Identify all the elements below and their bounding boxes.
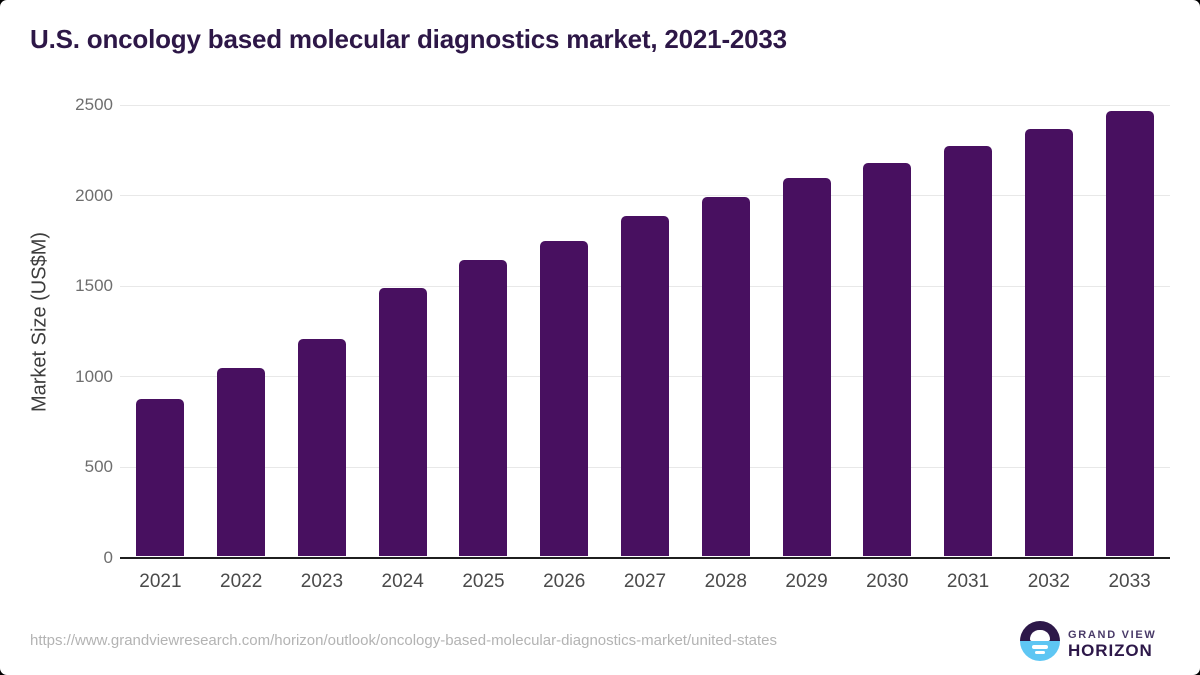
sun-dome-shape [1030,630,1050,641]
x-tick-label: 2031 [946,571,990,592]
y-tick-label: 2500 [75,95,113,114]
bar [459,259,508,556]
y-tick-label: 2000 [75,185,113,205]
bar [1105,111,1154,556]
bar [1024,129,1073,556]
gridline [120,104,1170,106]
grandview-horizon-logo: GRAND VIEW HORIZON [1020,621,1180,661]
x-tick-label: 2022 [220,571,263,592]
bar [944,145,993,556]
bar [217,367,266,556]
y-tick-label: 1500 [75,276,113,296]
x-tick-label: 2021 [139,571,182,592]
sun-reflection-bar [1032,645,1048,649]
y-tick-label: 500 [84,457,113,477]
bar [540,240,589,556]
y-tick-label: 1000 [75,366,113,386]
bar [297,338,346,556]
x-axis-line [120,557,1170,559]
x-tick-label: 2024 [381,571,424,592]
y-tick-label: 0 [103,548,113,567]
x-tick-label: 2026 [543,571,586,592]
source-url[interactable]: https://www.grandviewresearch.com/horizo… [30,632,778,649]
sun-reflection-bar [1035,650,1045,654]
x-tick-label: 2029 [785,571,828,592]
horizon-sun-icon [1020,621,1060,661]
bar [701,196,750,556]
x-tick-label: 2025 [462,571,505,592]
logo-text-grand-view: GRAND VIEW [1068,629,1157,641]
bar [136,398,185,556]
x-tick-label: 2023 [300,571,344,592]
bar [621,215,669,556]
x-tick-label: 2027 [623,571,667,592]
bar [782,178,831,556]
chart-title: U.S. oncology based molecular diagnostic… [30,24,787,54]
x-tick-label: 2028 [704,571,747,592]
gridline [120,195,1170,197]
y-axis-ticks: 0 500 1000 1500 2000 2500 [0,96,113,567]
logo-text-horizon: HORIZON [1068,641,1153,660]
x-tick-label: 2033 [1108,571,1151,592]
bar [863,162,912,556]
plot-area: 2021 2022 2023 2024 2025 2026 2027 2028 2029 2030… [120,104,1170,592]
x-tick-label: 2032 [1027,571,1070,592]
bar [378,288,427,556]
x-tick-label: 2030 [866,571,909,592]
